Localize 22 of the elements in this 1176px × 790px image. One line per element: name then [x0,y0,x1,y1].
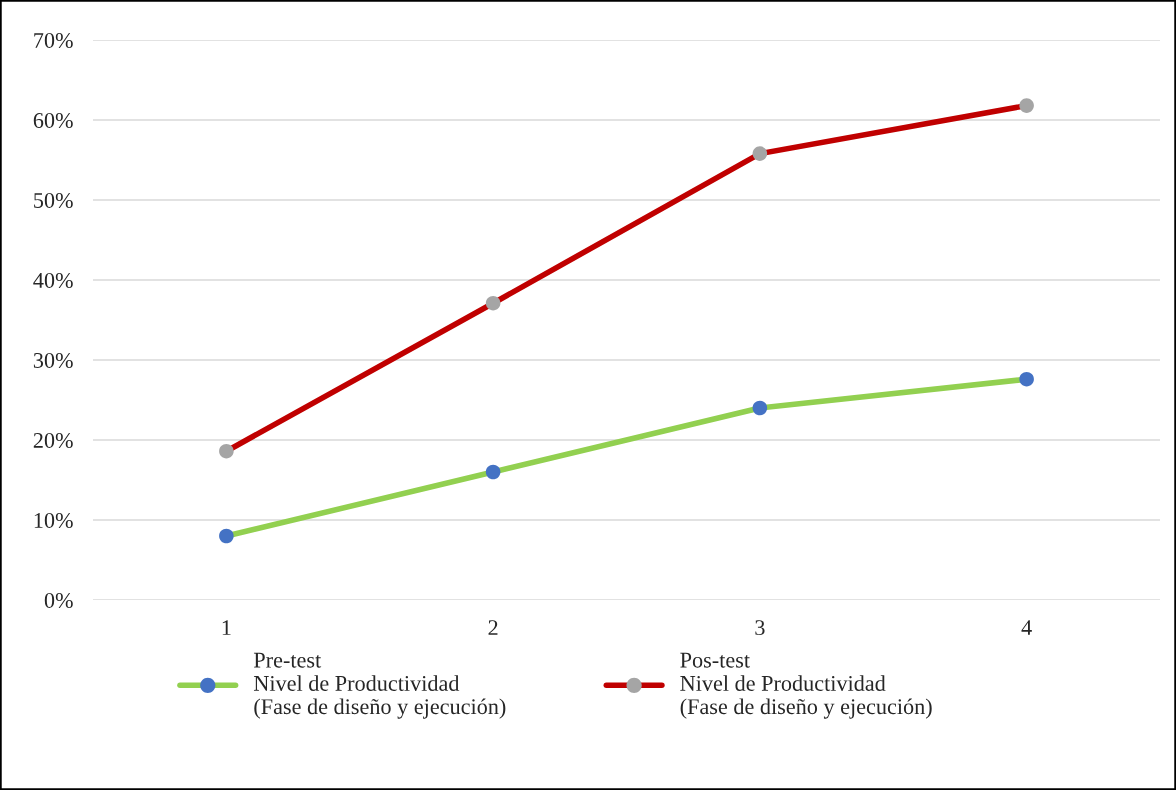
y-tick-label: 20% [33,432,73,448]
point [752,146,768,161]
point [219,528,234,544]
y-tick-label: 0% [44,592,73,608]
point [752,400,768,416]
x-tick-label: 1 [222,620,231,635]
y-tick-label: 40% [33,272,73,288]
x-tick-label: 2 [488,620,498,635]
legend-label: Pre-test Nivel de Productividad (Fase de diseño y ejecución) [253,652,506,719]
point [1019,98,1034,113]
y-tick-label: 50% [34,192,73,208]
point [485,295,501,311]
point [1019,371,1034,387]
legend-label: Pos-test Nivel de Productividad (Fase de diseño y ejecución) [680,652,932,719]
x-tick-label: 3 [755,620,765,636]
point [219,443,234,459]
point [485,464,501,480]
x-tick-label: 4 [1021,620,1032,635]
y-tick-label: 10% [34,512,73,528]
y-tick-label: 60% [33,112,73,128]
y-tick-label: 30% [33,352,73,368]
y-tick-label: 70% [34,32,73,48]
